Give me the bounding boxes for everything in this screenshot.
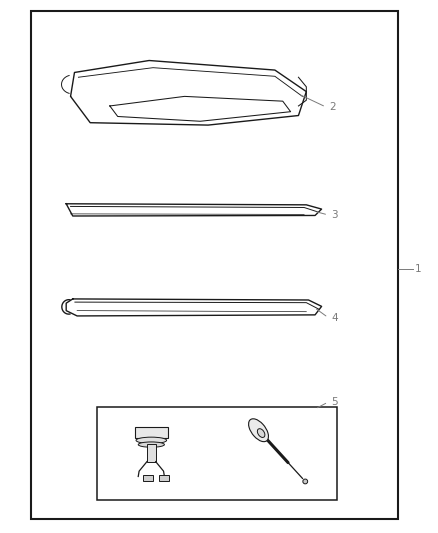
Bar: [31, 11, 398, 519]
Bar: [159, 475, 169, 481]
Text: 2: 2: [329, 102, 336, 112]
Ellipse shape: [258, 429, 265, 438]
Ellipse shape: [303, 479, 307, 484]
Ellipse shape: [136, 437, 166, 443]
Text: 1: 1: [415, 264, 421, 274]
Ellipse shape: [138, 442, 164, 447]
Bar: [135, 426, 168, 438]
Text: 3: 3: [332, 210, 338, 220]
Ellipse shape: [249, 419, 268, 442]
Bar: [144, 475, 153, 481]
Text: 4: 4: [332, 312, 338, 322]
Bar: [97, 407, 337, 500]
Text: 5: 5: [332, 397, 338, 407]
Bar: [147, 443, 155, 462]
